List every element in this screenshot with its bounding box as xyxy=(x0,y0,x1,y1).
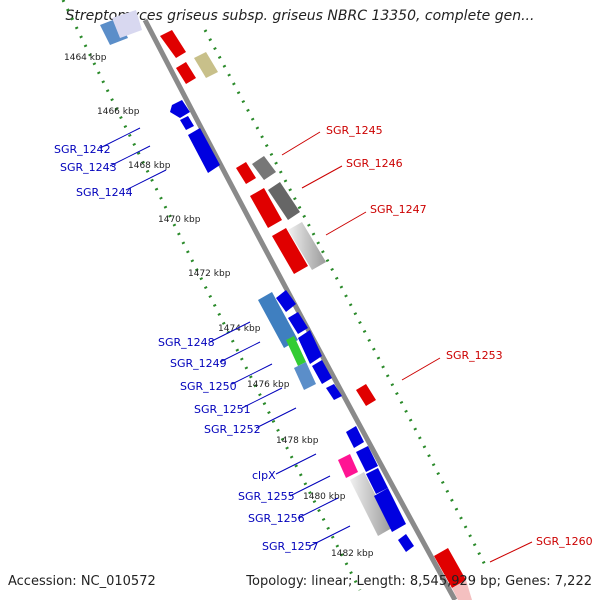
gene-label-sgr-1242[interactable]: SGR_1242 xyxy=(54,143,111,156)
gene-arrow[interactable] xyxy=(276,290,296,312)
gene-arrow[interactable] xyxy=(170,100,190,118)
gene-block[interactable] xyxy=(452,580,472,600)
gene-label-sgr-1249[interactable]: SGR_1249 xyxy=(170,357,227,370)
tick-label: 1464 kbp xyxy=(64,53,107,63)
gene-arrow[interactable] xyxy=(250,188,282,228)
gene-arrow[interactable] xyxy=(180,116,194,130)
tick-label: 1468 kbp xyxy=(128,161,171,171)
tick-label: 1482 kbp xyxy=(331,549,374,559)
label-leaders xyxy=(99,127,533,563)
gene-arrow[interactable] xyxy=(356,384,376,406)
leader-line xyxy=(241,387,283,409)
gene-block[interactable] xyxy=(338,454,358,478)
gene-arrow[interactable] xyxy=(160,30,186,58)
leader-line xyxy=(401,357,441,381)
gene-block[interactable] xyxy=(286,336,306,366)
leader-line xyxy=(209,321,251,343)
gene-arrow[interactable] xyxy=(326,384,342,400)
tick-labels: 1464 kbp 1466 kbp 1468 kbp 1470 kbp 1472… xyxy=(64,53,374,559)
gene-arrow[interactable] xyxy=(346,426,364,448)
leader-line xyxy=(219,341,261,363)
gene-block[interactable] xyxy=(258,292,298,348)
tick-label: 1470 kbp xyxy=(158,215,201,225)
tick-label: 1476 kbp xyxy=(247,380,290,390)
gene-label-sgr-1255[interactable]: SGR_1255 xyxy=(238,490,295,503)
leader-line xyxy=(109,145,151,167)
tick-label: 1480 kbp xyxy=(303,492,346,502)
gene-label-sgr-1253[interactable]: SGR_1253 xyxy=(446,349,503,362)
minus-strand-genes xyxy=(100,10,414,552)
gene-label-sgr-1248[interactable]: SGR_1248 xyxy=(158,336,215,349)
gene-arrow[interactable] xyxy=(312,360,332,384)
leader-line xyxy=(325,211,367,236)
gene-label-sgr-1243[interactable]: SGR_1243 xyxy=(60,161,117,174)
gene-label-clpx[interactable]: clpX xyxy=(252,469,276,482)
gene-block[interactable] xyxy=(252,156,276,180)
gene-label-sgr-1247[interactable]: SGR_1247 xyxy=(370,203,427,216)
leader-line xyxy=(309,525,351,547)
gene-arrow[interactable] xyxy=(272,228,308,274)
leader-line xyxy=(231,363,273,385)
leader-line xyxy=(289,475,331,497)
gene-labels: SGR_1245 SGR_1246 SGR_1247 SGR_1253 SGR_… xyxy=(54,124,593,553)
accession-text: Accession: NC_010572 xyxy=(8,574,156,589)
gene-block[interactable] xyxy=(268,182,300,220)
gene-label-sgr-1252[interactable]: SGR_1252 xyxy=(204,423,261,436)
leader-line xyxy=(489,541,533,563)
gene-block[interactable] xyxy=(288,222,326,270)
leader-line xyxy=(297,497,339,519)
genome-backbone xyxy=(142,18,458,600)
gene-label-sgr-1251[interactable]: SGR_1251 xyxy=(194,403,251,416)
tick-label: 1474 kbp xyxy=(218,324,261,334)
tick-label: 1466 kbp xyxy=(97,107,140,117)
scale-lines xyxy=(61,0,487,591)
gene-label-sgr-1260[interactable]: SGR_1260 xyxy=(536,535,593,548)
leader-line xyxy=(281,131,321,156)
gene-label-sgr-1246[interactable]: SGR_1246 xyxy=(346,157,403,170)
leader-line xyxy=(125,169,167,191)
gene-arrow[interactable] xyxy=(188,128,220,173)
leader-line xyxy=(301,165,343,189)
gene-arrow[interactable] xyxy=(398,534,414,552)
gene-block[interactable] xyxy=(194,52,218,78)
gene-block[interactable] xyxy=(112,10,142,38)
leader-line xyxy=(275,453,317,475)
gene-block[interactable] xyxy=(294,362,316,390)
map-title: Streptomyces griseus subsp. griseus NBRC… xyxy=(65,8,535,24)
gene-label-sgr-1244[interactable]: SGR_1244 xyxy=(76,186,133,199)
gene-arrow[interactable] xyxy=(176,62,196,84)
gene-arrow[interactable] xyxy=(298,330,322,364)
genome-summary-text: Topology: linear; Length: 8,545,929 bp; … xyxy=(246,574,592,589)
tick-label: 1478 kbp xyxy=(276,436,319,446)
gene-arrow[interactable] xyxy=(236,162,256,184)
gene-label-sgr-1257[interactable]: SGR_1257 xyxy=(262,540,319,553)
tick-label: 1472 kbp xyxy=(188,269,231,279)
gene-label-sgr-1245[interactable]: SGR_1245 xyxy=(326,124,383,137)
leader-line xyxy=(99,127,141,149)
gene-arrow[interactable] xyxy=(366,468,388,494)
leader-line xyxy=(255,407,297,429)
gene-block[interactable] xyxy=(434,548,466,588)
gene-arrow[interactable] xyxy=(288,312,308,334)
gene-arrow[interactable] xyxy=(374,488,406,532)
gene-label-sgr-1256[interactable]: SGR_1256 xyxy=(248,512,305,525)
gene-block[interactable] xyxy=(350,472,392,536)
plus-strand-genes xyxy=(160,30,472,600)
gene-arrow[interactable] xyxy=(356,446,378,472)
right-scale-line xyxy=(203,29,487,566)
gene-label-sgr-1250[interactable]: SGR_1250 xyxy=(180,380,237,393)
